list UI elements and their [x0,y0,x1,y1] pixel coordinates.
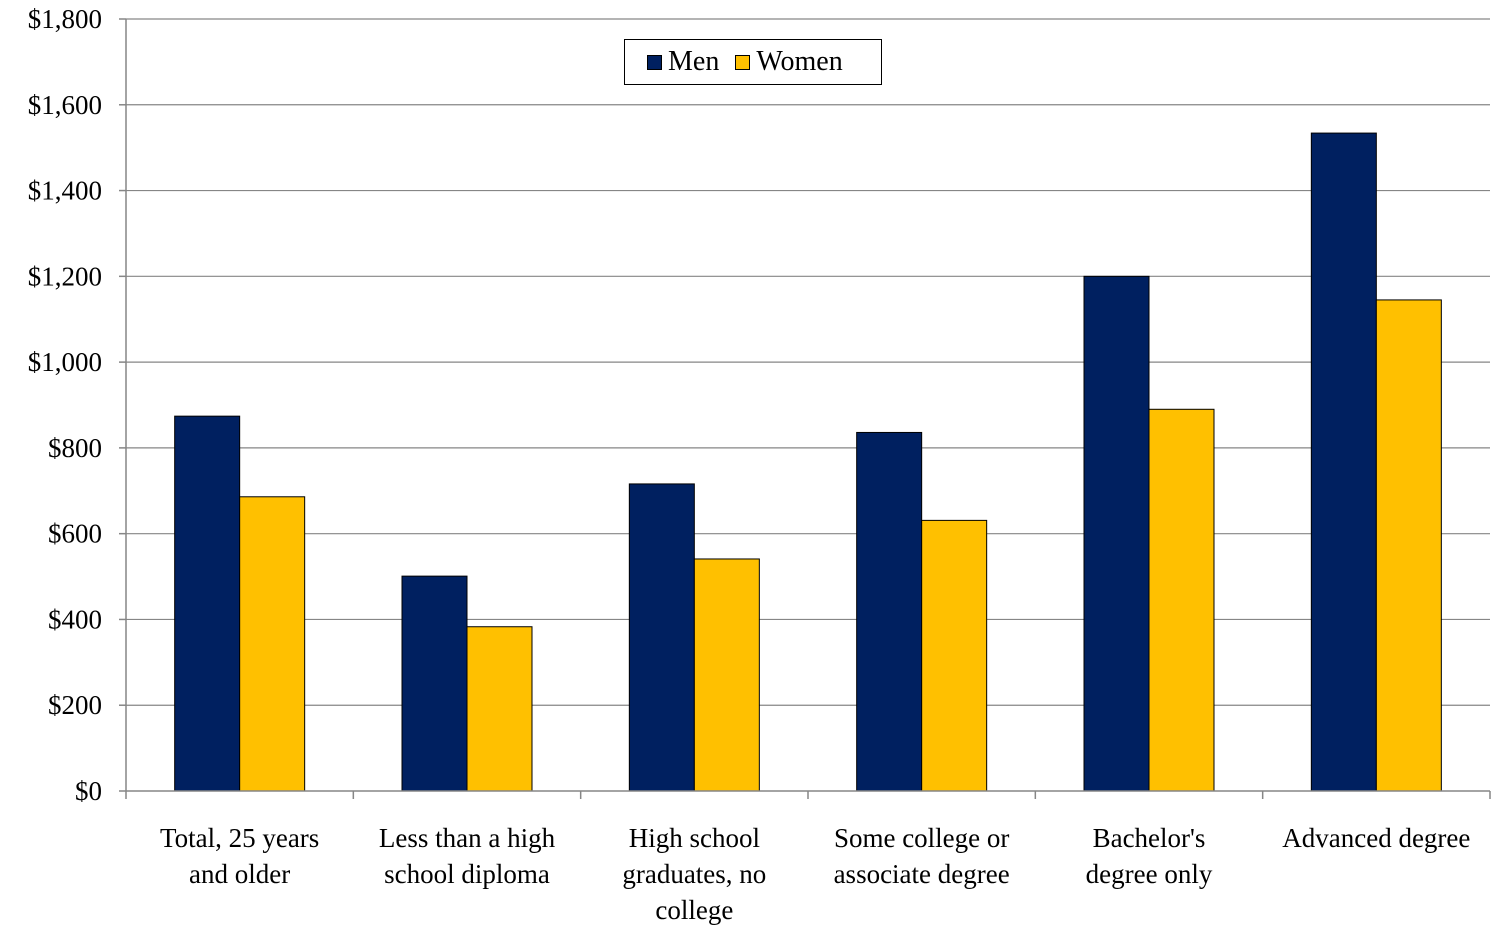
legend-item-women: Women [735,46,843,78]
legend-label-women: Women [756,46,843,77]
x-category-label: High school [629,823,760,853]
bar-women-5 [1375,299,1442,792]
x-category-labels: Total, 25 years and older Less than a high… [160,823,1470,925]
y-tick-label: $1,800 [28,4,102,34]
legend: Men Women [624,39,882,85]
x-category-label: degree only [1086,859,1213,889]
y-tick-label: $1,200 [28,261,102,291]
legend-label-men: Men [668,46,720,77]
bar-women-3 [921,519,988,792]
x-category-label: Some college or [834,823,1009,853]
legend-swatch-men [647,54,662,70]
bar-men-3 [856,431,923,792]
x-category-label: associate degree [834,859,1010,889]
x-category-label: Less than a high [379,823,556,853]
legend-swatch-women [735,54,751,70]
y-tick-label: $200 [48,690,102,720]
bar-men-5 [1310,132,1377,792]
bar-women-1 [466,626,533,792]
x-category-label: and older [189,859,290,889]
y-tick-label: $600 [48,519,102,549]
y-tick-label: $0 [75,776,102,806]
x-category-label: graduates, no [622,859,766,889]
bar-men-2 [628,483,695,792]
bar-men-4 [1083,275,1150,792]
y-tick-label: $1,600 [28,90,102,120]
x-category-label: school diploma [384,859,550,889]
y-tick-label: $1,400 [28,176,102,206]
y-tick-label: $1,000 [28,347,102,377]
x-category-label: Bachelor's [1093,823,1206,853]
y-tick-label: $800 [48,433,102,463]
bar-women-2 [693,558,760,792]
legend-item-men: Men [647,46,719,78]
bar-women-0 [239,496,306,792]
x-category-label: Total, 25 years [160,823,319,853]
bar-men-1 [401,575,468,792]
bars [174,132,1442,792]
x-category-label: college [655,895,733,925]
y-tick-labels: $0 $200 $400 $600 $800 $1,000 $1,200 $1,400 $1,6… [28,4,102,806]
gridlines [126,18,1490,706]
y-tick-label: $400 [48,604,102,634]
bar-women-4 [1148,408,1215,792]
x-category-label: Advanced degree [1282,823,1470,853]
bar-men-0 [174,415,241,792]
axes [119,18,1491,799]
